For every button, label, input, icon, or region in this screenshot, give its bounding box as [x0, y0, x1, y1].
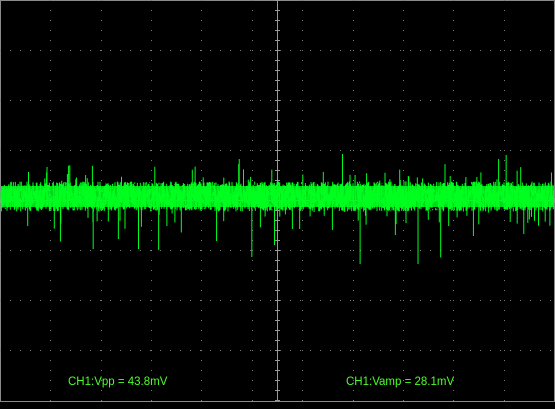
ch1-noise-core: [1, 186, 554, 207]
measurement-vamp: CH1:Vamp = 28.1mV: [346, 376, 455, 388]
measurement-vpp: CH1:Vpp = 43.8mV: [68, 376, 168, 388]
ch1-trace: [0, 154, 555, 264]
